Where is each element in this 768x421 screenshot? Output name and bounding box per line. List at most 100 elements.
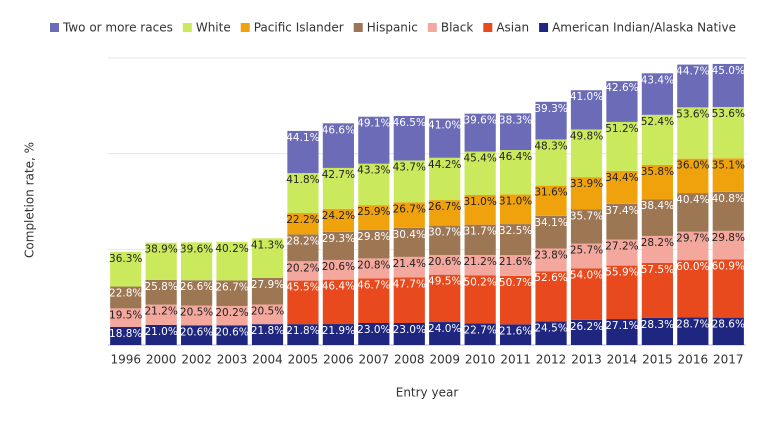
value-label: 28.7% [676, 319, 709, 331]
bar-segment [393, 256, 425, 278]
value-label: 31.0% [463, 196, 496, 208]
value-label: 30.4% [393, 229, 426, 241]
value-label: 50.7% [499, 277, 532, 289]
bar-segment [570, 209, 603, 244]
value-label: 23.0% [393, 324, 426, 336]
bar-segment [358, 229, 390, 259]
x-tick-label: 2014 [607, 353, 638, 367]
bar-segment [677, 158, 709, 194]
bar-segment [216, 305, 248, 326]
bar-segment [358, 163, 390, 206]
value-label: 48.3% [534, 140, 567, 152]
legend-label: Pacific Islander [254, 21, 344, 35]
x-tick-label: 2013 [571, 353, 602, 367]
bar-segment [216, 241, 248, 281]
bar-segment [464, 224, 496, 255]
bar-segment [287, 213, 319, 235]
value-label: 27.2% [605, 241, 638, 253]
value-label: 20.5% [180, 307, 213, 319]
value-label: 53.6% [676, 108, 709, 120]
value-label: 35.1% [712, 159, 745, 171]
bar-segment [535, 248, 567, 272]
bar-segment [712, 191, 744, 231]
x-tick-label: 2011 [500, 353, 531, 367]
value-label: 20.8% [357, 259, 390, 271]
value-label: 46.5% [393, 117, 426, 129]
bar-segment [110, 286, 142, 309]
legend-swatch [240, 23, 250, 32]
value-label: 20.2% [286, 262, 319, 274]
bar-segment [110, 308, 142, 328]
value-label: 31.6% [534, 187, 567, 199]
value-label: 41.0% [570, 91, 603, 103]
legend-label: Black [441, 21, 474, 35]
value-label: 28.3% [641, 319, 674, 331]
legend-label: American Indian/Alaska Native [552, 21, 736, 35]
bar-segment [606, 81, 638, 122]
value-label: 22.2% [286, 214, 319, 226]
value-label: 21.8% [251, 325, 284, 337]
value-label: 49.5% [428, 276, 461, 288]
value-label: 53.6% [712, 108, 745, 120]
x-axis-title: Entry year [396, 386, 459, 400]
bar-segment [287, 280, 319, 325]
value-label: 55.9% [605, 267, 638, 279]
y-axis-title: Completion rate, % [23, 142, 37, 258]
bar-segment [641, 235, 673, 263]
value-label: 46.6% [322, 124, 355, 136]
bar-segment [641, 262, 673, 318]
bar-segment [570, 268, 603, 320]
bar-segment [287, 130, 319, 174]
bar-segment [251, 277, 284, 305]
value-label: 20.5% [251, 306, 284, 318]
bar-segment [358, 205, 390, 230]
legend-swatch [182, 23, 192, 32]
x-tick-label: 2016 [678, 353, 709, 367]
legend-label: Asian [496, 21, 529, 35]
bar-segment [464, 254, 496, 276]
bar-segment [429, 118, 461, 158]
bar-segment [393, 160, 425, 203]
bar-segment [570, 129, 603, 178]
value-label: 25.7% [570, 245, 603, 257]
bar-segment [606, 121, 638, 171]
value-label: 45.4% [463, 153, 496, 165]
value-label: 20.2% [215, 307, 248, 319]
bar-segment [464, 323, 496, 345]
value-label: 40.8% [712, 193, 745, 205]
value-label: 37.4% [605, 205, 638, 217]
x-tick-label: 2010 [465, 353, 496, 367]
x-tick-label: 2017 [713, 353, 744, 367]
value-label: 20.6% [428, 256, 461, 268]
bar-segment [606, 319, 638, 345]
value-label: 26.2% [570, 321, 603, 333]
bar-segment [464, 151, 496, 195]
value-label: 44.1% [286, 132, 319, 144]
value-label: 39.6% [463, 115, 496, 127]
bar-segment [322, 167, 354, 209]
bar-segment [500, 194, 532, 225]
value-label: 20.6% [322, 261, 355, 273]
value-label: 42.6% [605, 82, 638, 94]
value-label: 52.4% [641, 116, 674, 128]
bar-segment [393, 115, 425, 161]
value-label: 26.7% [215, 281, 248, 293]
bar-segment [110, 251, 142, 287]
bar-segment [251, 324, 284, 345]
bar-segment [393, 202, 425, 228]
value-label: 46.4% [499, 151, 532, 163]
value-label: 35.8% [641, 166, 674, 178]
value-label: 31.7% [463, 226, 496, 238]
value-label: 22.7% [463, 324, 496, 336]
value-label: 41.8% [286, 174, 319, 186]
value-label: 29.8% [357, 231, 390, 243]
value-label: 60.9% [712, 260, 745, 272]
bar-segment [464, 275, 496, 324]
bar-segment [429, 254, 461, 275]
bar-segment [641, 317, 673, 345]
bar-segment [181, 325, 213, 345]
value-label: 27.1% [605, 320, 638, 332]
bar-segment [535, 139, 567, 186]
bar-segment [712, 63, 744, 107]
